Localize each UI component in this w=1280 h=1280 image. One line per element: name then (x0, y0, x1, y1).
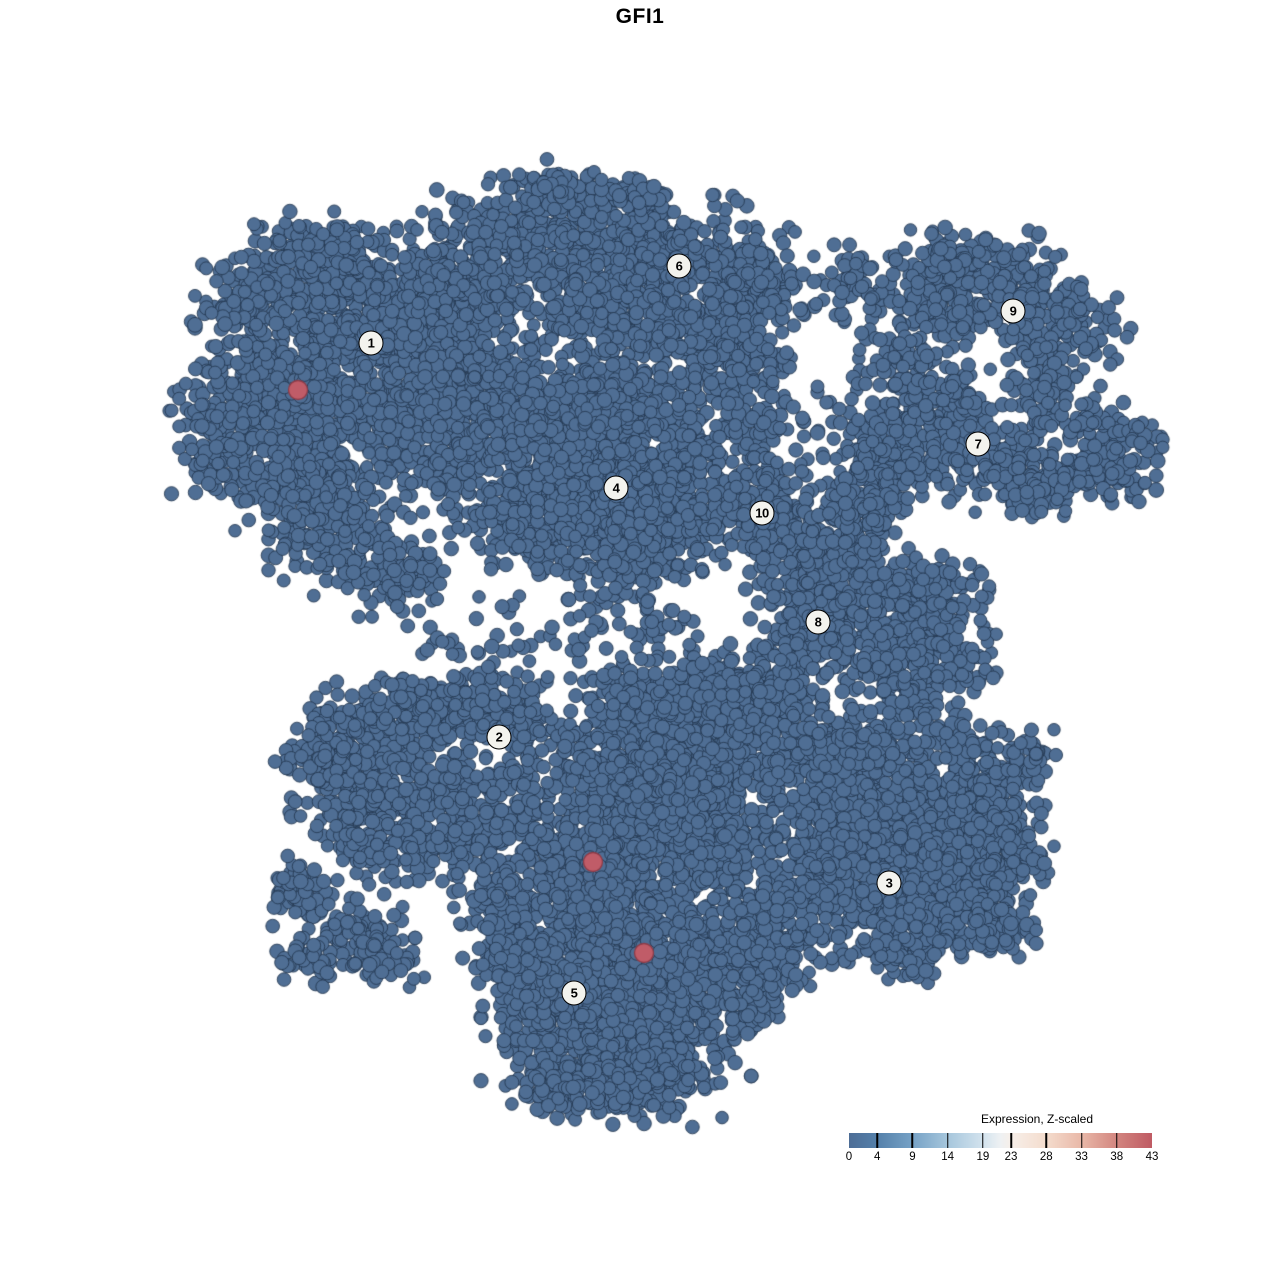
cluster-label-9: 9 (1000, 298, 1026, 324)
legend-tick-19: 19 (976, 1151, 990, 1163)
legend-tickmark-9 (911, 1133, 914, 1148)
cluster-label-3: 3 (876, 870, 902, 896)
plot-title: GFI1 (615, 5, 665, 28)
legend-tick-9: 9 (909, 1151, 916, 1163)
cluster-label-7: 7 (965, 431, 991, 457)
cluster-label-2: 2 (486, 724, 512, 750)
cluster-label-4: 4 (603, 475, 629, 501)
legend-tickmark-4 (876, 1133, 878, 1148)
legend-tickmark-19 (982, 1133, 984, 1148)
legend-gradient-bar (849, 1133, 1152, 1148)
cluster-label-10: 10 (749, 500, 775, 526)
legend-tickmark-23 (1010, 1133, 1012, 1148)
cluster-label-6: 6 (666, 253, 692, 279)
legend-tickmark-33 (1080, 1133, 1083, 1148)
legend-title: Expression, Z-scaled (980, 1112, 1094, 1126)
cluster-label-8: 8 (805, 609, 831, 635)
legend-tick-23: 23 (1004, 1151, 1018, 1163)
legend-tick-33: 33 (1075, 1151, 1088, 1163)
legend-tick-4: 4 (873, 1151, 881, 1163)
cluster-label-1: 1 (358, 330, 384, 356)
legend-tickmark-38 (1116, 1133, 1118, 1148)
legend-tickmark-14 (946, 1133, 949, 1148)
legend-tick-14: 14 (941, 1151, 955, 1163)
cluster-label-5: 5 (561, 980, 587, 1006)
legend-tick-38: 38 (1110, 1151, 1124, 1163)
legend-tick-43: 43 (1145, 1151, 1159, 1163)
legend-tick-28: 28 (1039, 1151, 1053, 1163)
legend-tick-0: 0 (845, 1151, 853, 1163)
legend-tickmark-28 (1045, 1133, 1048, 1148)
